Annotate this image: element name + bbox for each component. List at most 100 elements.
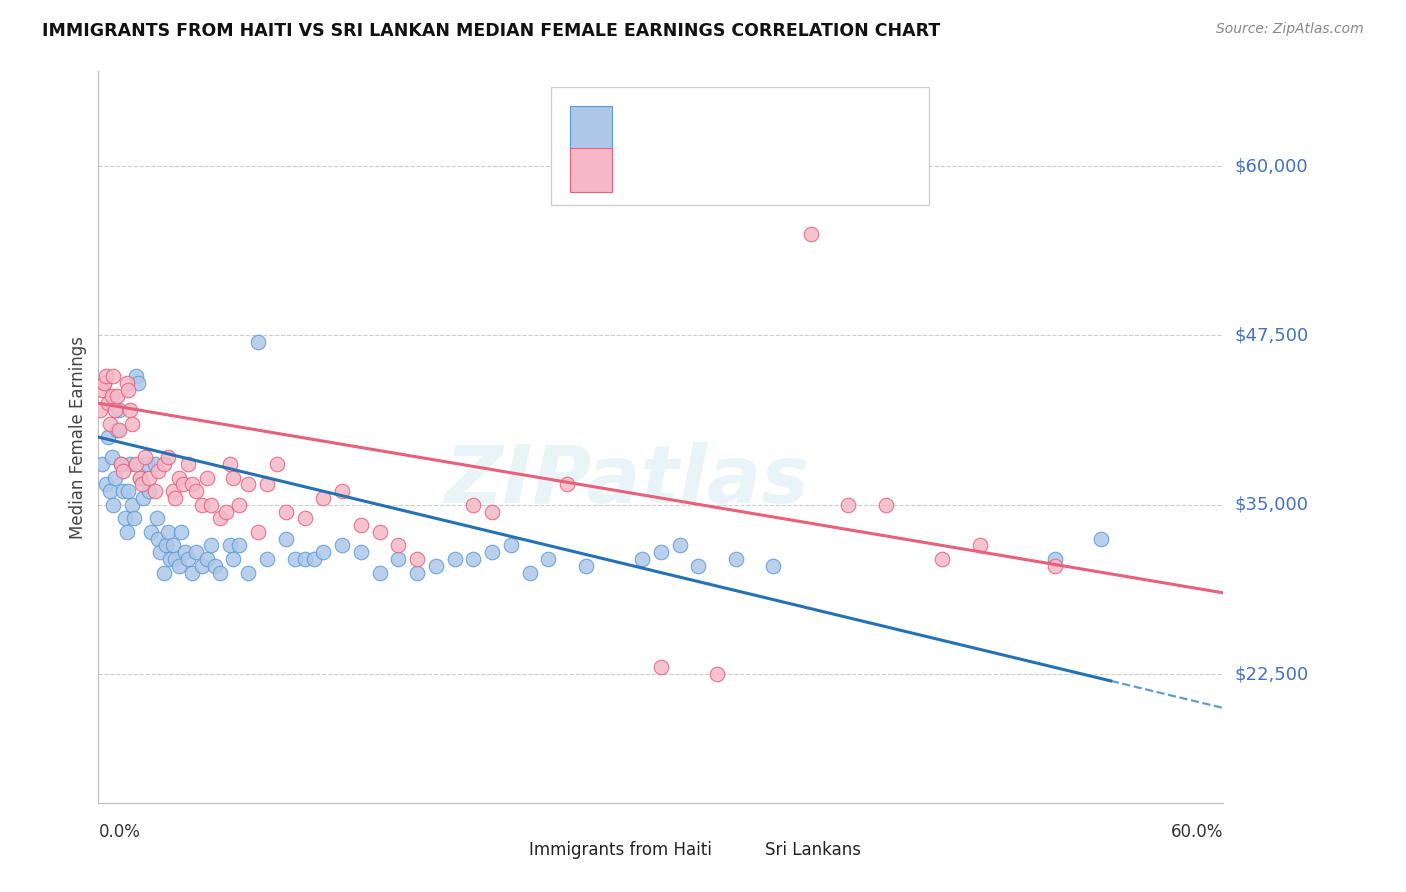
Point xyxy=(209,511,232,525)
Text: 65: 65 xyxy=(776,161,801,179)
Text: $47,500: $47,500 xyxy=(1234,326,1309,344)
Point xyxy=(387,538,409,552)
Point xyxy=(103,498,125,512)
Point xyxy=(136,457,159,471)
FancyBboxPatch shape xyxy=(569,106,613,151)
Point xyxy=(1090,532,1112,546)
Point xyxy=(312,491,335,505)
Point xyxy=(121,417,143,431)
Point xyxy=(128,471,150,485)
Text: 60.0%: 60.0% xyxy=(1171,823,1223,841)
Text: Sri Lankans: Sri Lankans xyxy=(765,840,862,859)
Point xyxy=(167,471,190,485)
Point xyxy=(89,403,111,417)
Point xyxy=(350,518,373,533)
Point xyxy=(350,545,373,559)
Point xyxy=(218,457,240,471)
Point xyxy=(143,484,166,499)
Point xyxy=(406,552,429,566)
Point xyxy=(238,477,260,491)
Point xyxy=(463,498,485,512)
Point xyxy=(190,558,212,573)
Point xyxy=(228,498,250,512)
Point xyxy=(138,471,160,485)
Point xyxy=(190,498,212,512)
Point xyxy=(114,511,136,525)
Point xyxy=(165,552,187,566)
Point xyxy=(294,511,316,525)
Point xyxy=(969,538,991,552)
Point xyxy=(108,423,131,437)
Point xyxy=(115,376,138,390)
Point xyxy=(104,471,127,485)
Text: 78: 78 xyxy=(776,120,801,137)
Point xyxy=(111,464,134,478)
Text: R =: R = xyxy=(621,161,661,179)
Point xyxy=(406,566,429,580)
Point xyxy=(931,552,953,566)
Point xyxy=(425,558,447,573)
Point xyxy=(215,505,238,519)
Point xyxy=(875,498,897,512)
Point xyxy=(93,376,115,390)
Point xyxy=(125,369,148,384)
Point xyxy=(149,545,172,559)
Point xyxy=(368,566,391,580)
Point xyxy=(650,660,672,674)
Text: $22,500: $22,500 xyxy=(1234,665,1309,683)
Point xyxy=(481,505,503,519)
Point xyxy=(499,538,522,552)
FancyBboxPatch shape xyxy=(551,87,928,205)
Point xyxy=(139,524,162,539)
Point xyxy=(131,477,153,491)
Point xyxy=(97,430,120,444)
Point xyxy=(173,545,195,559)
Point xyxy=(120,403,142,417)
Point xyxy=(631,552,654,566)
Point xyxy=(650,545,672,559)
Y-axis label: Median Female Earnings: Median Female Earnings xyxy=(69,335,87,539)
Text: -0.385: -0.385 xyxy=(659,120,717,137)
Text: ZIPatlas: ZIPatlas xyxy=(444,442,810,520)
Point xyxy=(108,403,131,417)
Text: N =: N = xyxy=(740,120,779,137)
Point xyxy=(537,552,560,566)
Point xyxy=(1043,552,1066,566)
Point xyxy=(668,538,690,552)
Point xyxy=(184,545,207,559)
Point xyxy=(170,524,193,539)
FancyBboxPatch shape xyxy=(489,832,523,867)
Point xyxy=(162,484,184,499)
Point xyxy=(246,335,269,350)
Point xyxy=(463,552,485,566)
Point xyxy=(121,498,143,512)
Point xyxy=(177,552,200,566)
Point xyxy=(98,417,121,431)
Point xyxy=(153,566,176,580)
Text: -0.414: -0.414 xyxy=(659,161,717,179)
Point xyxy=(204,558,226,573)
Point xyxy=(159,552,181,566)
Point xyxy=(148,464,170,478)
Point xyxy=(555,477,578,491)
Text: Source: ZipAtlas.com: Source: ZipAtlas.com xyxy=(1216,22,1364,37)
Point xyxy=(274,505,297,519)
Point xyxy=(575,558,598,573)
Point xyxy=(181,477,204,491)
Point xyxy=(800,227,823,241)
Point xyxy=(724,552,747,566)
Point xyxy=(94,477,117,491)
Point xyxy=(155,538,177,552)
Point xyxy=(238,566,260,580)
Point xyxy=(122,511,145,525)
Point xyxy=(256,477,278,491)
Point xyxy=(100,450,122,465)
Text: R =: R = xyxy=(621,120,661,137)
Point xyxy=(143,457,166,471)
Point xyxy=(138,484,160,499)
Point xyxy=(162,538,184,552)
Point xyxy=(184,484,207,499)
Point xyxy=(481,545,503,559)
Text: Immigrants from Haiti: Immigrants from Haiti xyxy=(529,840,711,859)
Point xyxy=(134,450,156,465)
